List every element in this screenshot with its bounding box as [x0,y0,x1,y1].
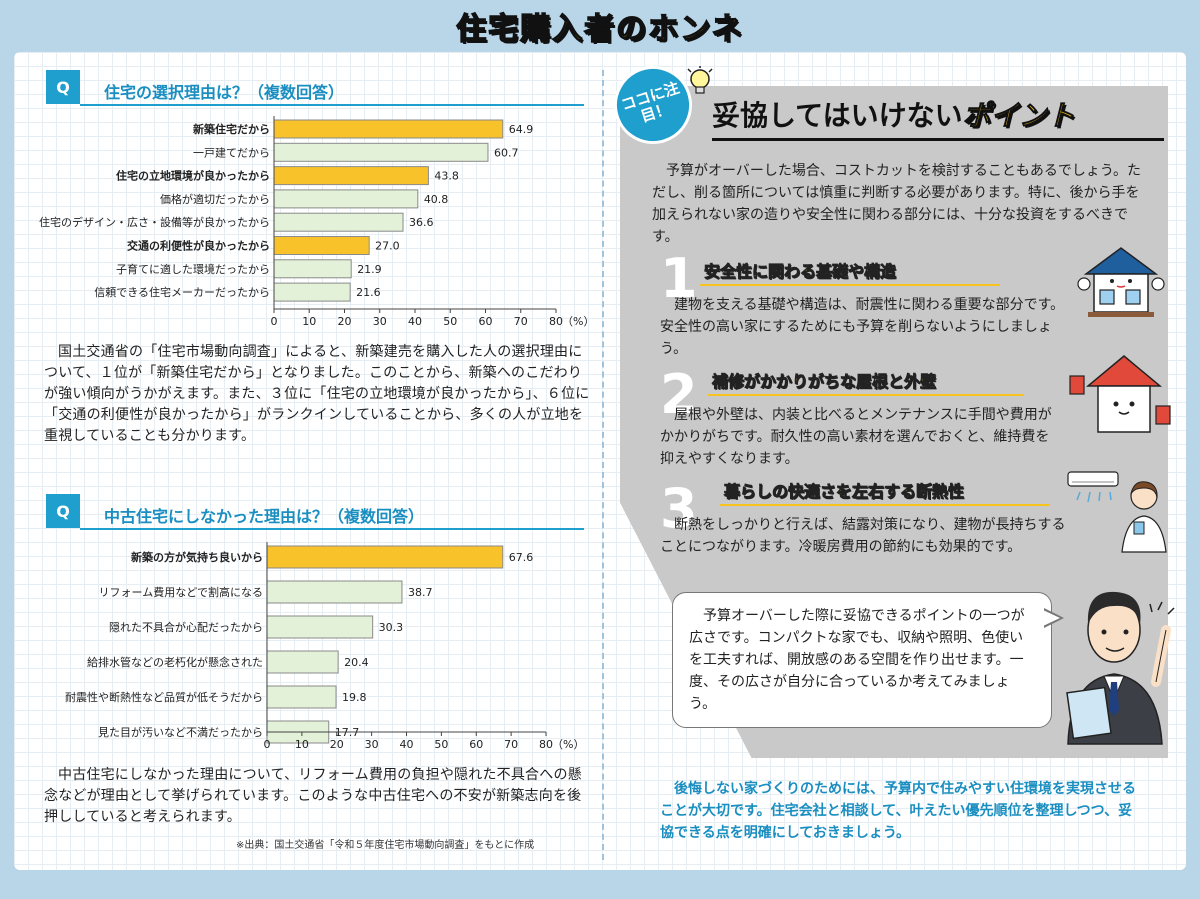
headline-main: 妥協してはいけない [712,99,963,132]
point-2-underline [708,394,1024,396]
page-title: 住宅購入者のホンネ [456,11,744,48]
q2-underline [80,528,584,530]
air-conditioner-icon [1067,471,1119,503]
point-3-underline [720,504,1050,506]
q1-title: 住宅の選択理由は？（複数回答） [104,83,345,102]
q1-badge: Q [46,70,80,104]
points-intro: 予算がオーバーした場合、コストカットを検討することもあるでしょう。ただし、削る箇… [652,163,1142,245]
point-2-number: 2 [660,363,698,426]
center-divider [602,70,604,860]
q1-paragraph: 国土交通省の「住宅市場動向調査」によると、新築建売を購入した人の選択理由について… [44,344,590,444]
point-1-title: 安全性に関わる基礎や構造 [704,258,896,282]
point-1-underline [700,284,1000,286]
closing-text: 後悔しない家づくりのためには、予算内で住みやすい住環境を実現させることが大切です… [660,781,1136,841]
headline-underline [712,138,1164,141]
point-3-number: 3 [660,477,698,540]
q1-underline [80,104,584,106]
point-2-text: 屋根や外壁は、内装と比べるとメンテナンスに手間や費用がかかりがちです。耐久性の高… [660,407,1052,467]
point-1-number: 1 [660,247,698,310]
roof-mascot-icon [1069,355,1171,433]
headline-accent: ポイント [962,99,1075,133]
source-note: ※出典：国土交通省「令和５年度住宅市場動向調査」をもとに作成 [236,840,535,851]
point-1-text: 建物を支える基礎や構造は、耐震性に関わる重要な部分です。安全性の高い家にするため… [660,297,1065,357]
house-mascot-icon [1077,247,1165,317]
points-headline: 妥協してはいけないポイント [712,94,1075,134]
lightbulb-icon [687,66,713,94]
businessman-icon [1066,591,1175,745]
point-2-title: 補修がかかりがちな屋根と外壁 [712,368,936,392]
q2-paragraph: 中古住宅にしなかった理由について、リフォーム費用の負担や隠れた不具合への懸念など… [44,767,582,825]
woman-icon [1121,481,1167,553]
point-3-text: 断熱をしっかりと行えば、結露対策になり、建物が長持ちすることにつながります。冷暖… [660,517,1066,555]
tip-bubble: 予算オーバーした際に妥協できるポイントの一つが広さです。コンパクトな家でも、収納… [672,592,1052,728]
point-3-title: 暮らしの快適さを左右する断熱性 [724,478,964,502]
bubble-tail-fill [1043,610,1060,626]
q2-badge: Q [46,494,80,528]
q2-title: 中古住宅にしなかった理由は？（複数回答） [104,507,425,526]
